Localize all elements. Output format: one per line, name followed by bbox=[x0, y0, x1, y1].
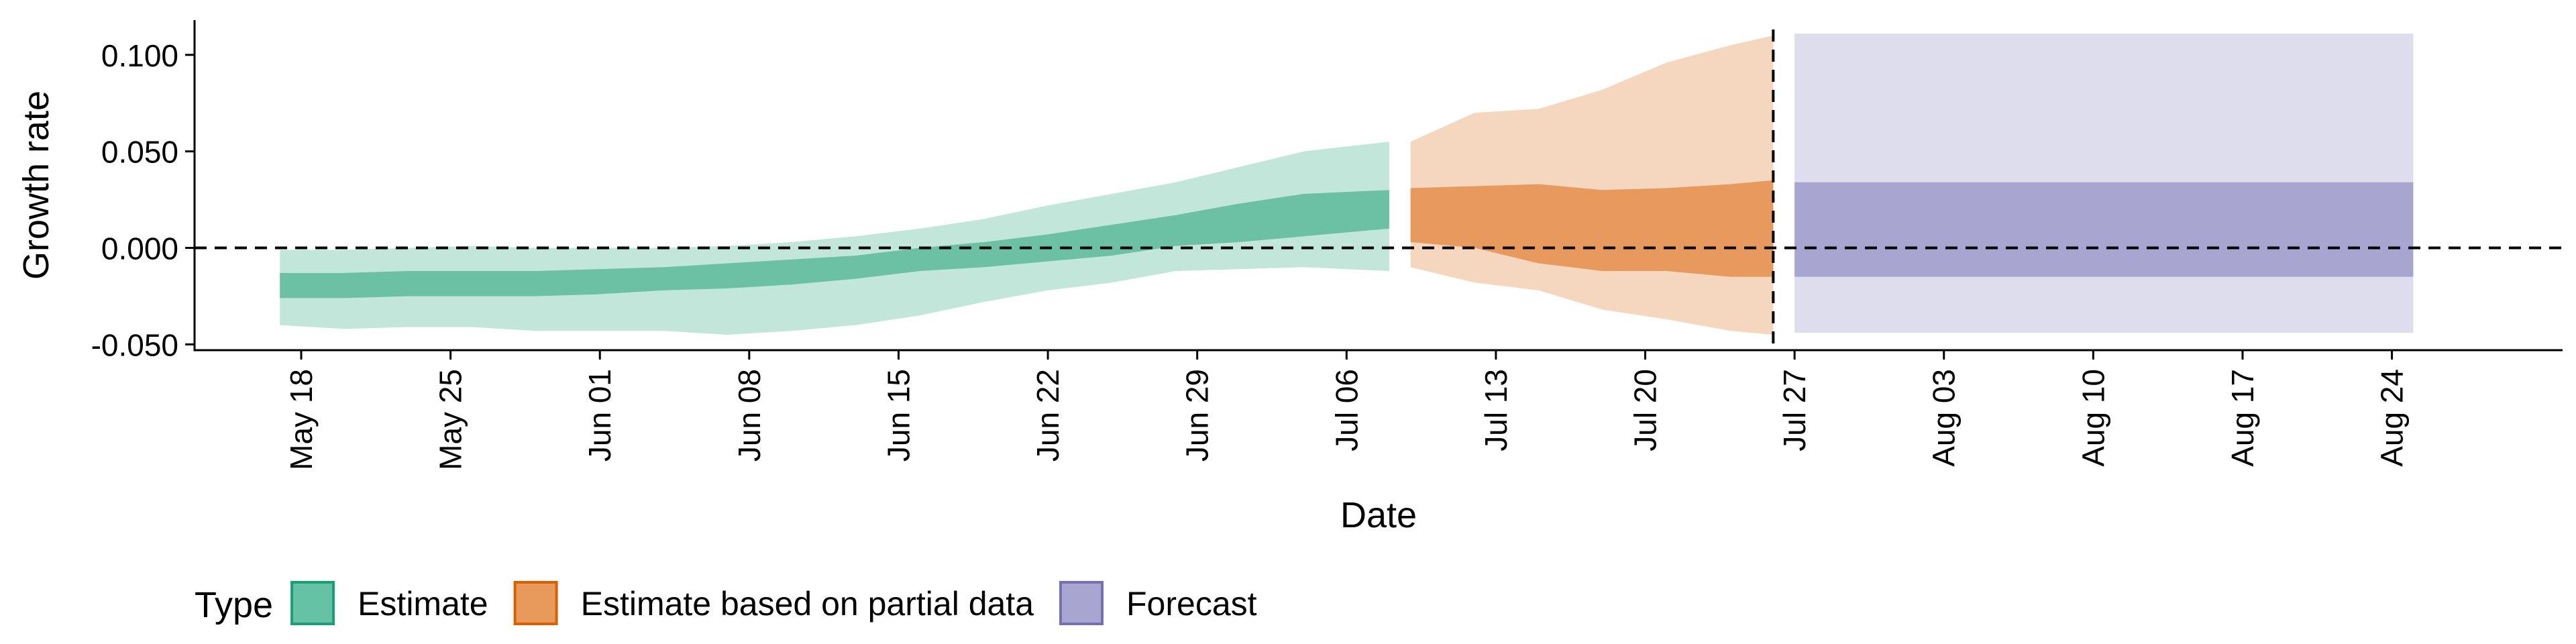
x-tick-label: Jun 15 bbox=[881, 369, 916, 462]
y-tick-label: 0.050 bbox=[101, 135, 178, 170]
series-2-inner-band bbox=[1794, 182, 2414, 277]
x-tick-label: Jul 13 bbox=[1479, 369, 1513, 451]
x-tick-label: Aug 10 bbox=[2076, 369, 2110, 467]
series-1-inner-band bbox=[1410, 180, 1774, 277]
x-axis-ticks: May 18 May 25 Jun 01 Jun 08 Jun 15 Jun 22 Jun … bbox=[284, 350, 2410, 470]
legend-swatch-2 bbox=[1059, 581, 1104, 625]
ribbon-bands bbox=[280, 34, 2414, 335]
x-tick-label: May 25 bbox=[433, 369, 468, 470]
legend-label-1: Estimate based on partial data bbox=[581, 585, 1034, 623]
x-tick-label: Aug 17 bbox=[2225, 369, 2260, 467]
x-tick-label: Jul 06 bbox=[1329, 369, 1364, 451]
y-tick-label: -0.050 bbox=[91, 327, 178, 362]
y-tick-label: 0.000 bbox=[101, 231, 178, 266]
legend-title: Type bbox=[195, 585, 273, 625]
legend-label-2: Forecast bbox=[1126, 585, 1257, 623]
x-tick-label: May 18 bbox=[284, 369, 319, 470]
legend-label-0: Estimate bbox=[358, 585, 488, 623]
legend-swatch-0 bbox=[290, 581, 335, 625]
x-tick-label: Jun 22 bbox=[1030, 369, 1065, 462]
y-axis-ticks: -0.050 0.000 0.050 0.100 bbox=[91, 38, 195, 362]
x-tick-label: Aug 03 bbox=[1927, 369, 1962, 467]
x-tick-label: Jun 08 bbox=[732, 369, 767, 462]
x-tick-label: Jun 29 bbox=[1180, 369, 1215, 462]
y-axis-label: Growth rate bbox=[16, 91, 56, 280]
x-tick-label: Aug 24 bbox=[2375, 369, 2410, 467]
x-tick-label: Jul 20 bbox=[1628, 369, 1663, 451]
legend: Type Estimate Estimate based on partial d… bbox=[195, 581, 1257, 625]
x-axis-label: Date bbox=[1340, 495, 1417, 535]
x-tick-label: Jun 01 bbox=[582, 369, 617, 462]
x-tick-label: Jul 27 bbox=[1777, 369, 1812, 451]
series-0-inner-band bbox=[280, 190, 1389, 299]
legend-swatch-1 bbox=[513, 581, 558, 625]
y-tick-label: 0.100 bbox=[101, 38, 178, 73]
